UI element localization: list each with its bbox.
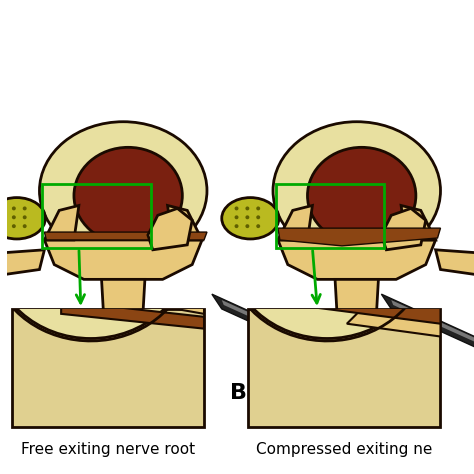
Text: Free exiting nerve root: Free exiting nerve root <box>21 442 195 457</box>
Bar <box>276 184 384 248</box>
Polygon shape <box>278 228 440 246</box>
Text: Compressed exiting ne: Compressed exiting ne <box>256 442 433 457</box>
Ellipse shape <box>308 147 416 244</box>
Ellipse shape <box>235 207 238 210</box>
Polygon shape <box>120 279 204 314</box>
Ellipse shape <box>228 161 426 338</box>
Polygon shape <box>148 209 192 250</box>
Polygon shape <box>335 279 378 373</box>
Polygon shape <box>45 232 207 240</box>
Bar <box>12 309 204 427</box>
Bar <box>43 184 151 248</box>
Ellipse shape <box>23 207 27 210</box>
Ellipse shape <box>246 215 249 219</box>
Text: B: B <box>230 383 247 403</box>
Polygon shape <box>101 279 145 373</box>
Ellipse shape <box>23 215 27 219</box>
Polygon shape <box>278 205 312 240</box>
Polygon shape <box>382 209 426 250</box>
Ellipse shape <box>1 224 5 228</box>
Polygon shape <box>347 299 440 337</box>
Polygon shape <box>61 301 204 328</box>
Polygon shape <box>45 240 202 279</box>
Polygon shape <box>168 205 202 240</box>
Polygon shape <box>382 294 474 358</box>
Polygon shape <box>401 205 436 240</box>
Ellipse shape <box>0 161 189 338</box>
Ellipse shape <box>273 122 440 260</box>
Ellipse shape <box>39 122 207 260</box>
Ellipse shape <box>256 207 260 210</box>
Polygon shape <box>212 294 330 358</box>
Polygon shape <box>278 240 436 279</box>
Bar <box>248 309 440 427</box>
Ellipse shape <box>12 207 16 210</box>
Ellipse shape <box>235 224 238 228</box>
Polygon shape <box>436 250 474 279</box>
Polygon shape <box>0 250 45 279</box>
Polygon shape <box>222 300 315 346</box>
Ellipse shape <box>235 215 238 219</box>
Polygon shape <box>45 205 79 240</box>
Ellipse shape <box>256 215 260 219</box>
Ellipse shape <box>256 224 260 228</box>
Ellipse shape <box>1 207 5 210</box>
Polygon shape <box>288 291 440 324</box>
Ellipse shape <box>248 176 386 304</box>
Ellipse shape <box>0 198 46 239</box>
Ellipse shape <box>74 147 182 244</box>
Ellipse shape <box>23 224 27 228</box>
Ellipse shape <box>246 207 249 210</box>
Ellipse shape <box>12 215 16 219</box>
Ellipse shape <box>246 224 249 228</box>
Ellipse shape <box>12 224 16 228</box>
Polygon shape <box>391 300 474 346</box>
Ellipse shape <box>12 176 150 304</box>
Ellipse shape <box>222 198 279 239</box>
Ellipse shape <box>1 215 5 219</box>
